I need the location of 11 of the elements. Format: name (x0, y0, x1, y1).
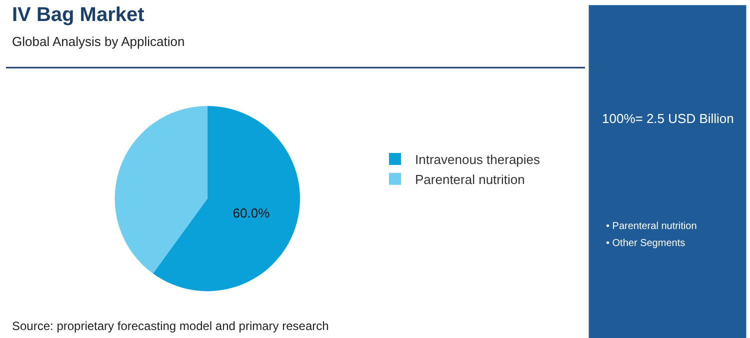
source-note: Source: proprietary forecasting model and primary research (12, 319, 329, 333)
chart-subtitle: Global Analysis by Application (12, 34, 185, 49)
text: 100%= 2.5 USD Billion (602, 111, 734, 126)
legend-label: Parenteral nutrition (415, 172, 525, 187)
pie-slice (114, 106, 208, 274)
pie-slice (152, 106, 300, 292)
data-label: 60.0% (232, 205, 270, 220)
legend-label: Intravenous therapies (415, 152, 541, 168)
chart-title: IV Bag Market (12, 4, 145, 26)
text: • Other Segments (606, 238, 686, 249)
text: • Parenteral nutrition (606, 221, 697, 232)
